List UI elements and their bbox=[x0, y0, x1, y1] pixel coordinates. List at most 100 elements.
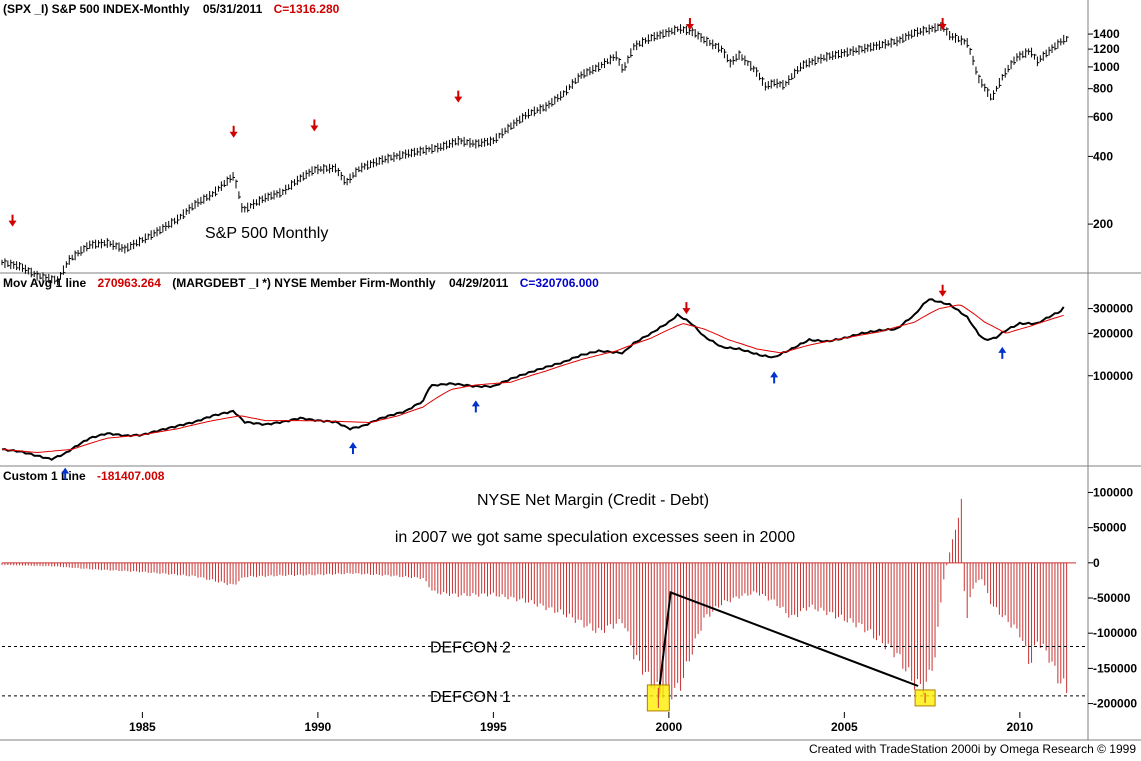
y-tick-label: 100000 bbox=[1093, 485, 1133, 499]
price-bar bbox=[612, 54, 616, 62]
price-bar bbox=[408, 149, 411, 158]
price-bar bbox=[1033, 53, 1037, 60]
price-bar bbox=[446, 140, 449, 150]
price-bar bbox=[835, 50, 838, 59]
price-bar bbox=[481, 138, 484, 148]
price-bar bbox=[934, 23, 938, 33]
price-bar bbox=[130, 242, 133, 250]
price-bar bbox=[919, 28, 923, 35]
price-bar bbox=[156, 227, 160, 237]
moving-average-line bbox=[1, 304, 1064, 454]
price-bar bbox=[267, 192, 271, 202]
price-bar bbox=[773, 79, 777, 87]
sell-signal-arrow bbox=[310, 119, 319, 132]
price-bar bbox=[759, 72, 762, 81]
price-bar bbox=[372, 158, 376, 168]
price-bar bbox=[7, 260, 10, 268]
price-bar bbox=[905, 32, 908, 42]
price-bar bbox=[729, 58, 733, 68]
plot-background bbox=[0, 0, 1141, 740]
price-bar bbox=[715, 42, 718, 49]
y-tick-label: 300000 bbox=[1093, 302, 1133, 316]
price-bar bbox=[712, 39, 715, 50]
price-bar bbox=[697, 31, 701, 40]
price-bar bbox=[334, 163, 338, 173]
price-bar bbox=[963, 38, 967, 45]
price-bar bbox=[764, 82, 768, 91]
price-bar bbox=[19, 262, 22, 271]
price-bar bbox=[805, 59, 809, 68]
price-bar bbox=[677, 26, 680, 32]
price-bar bbox=[703, 36, 706, 44]
price-bar bbox=[592, 65, 595, 75]
price-bar bbox=[302, 172, 306, 181]
price-bar bbox=[1, 259, 4, 266]
price-bar bbox=[791, 73, 794, 81]
price-bar bbox=[299, 174, 303, 183]
price-bar bbox=[873, 42, 876, 51]
price-bar bbox=[495, 133, 499, 144]
price-bar bbox=[282, 188, 285, 196]
price-bar bbox=[744, 55, 747, 66]
price-bar bbox=[276, 190, 279, 198]
price-bar bbox=[431, 144, 434, 154]
net-margin-bars bbox=[1, 498, 1076, 700]
price-bar bbox=[680, 24, 683, 34]
y-tick-label: 800 bbox=[1093, 82, 1113, 96]
price-bar bbox=[273, 190, 277, 200]
price-bar bbox=[472, 139, 475, 147]
price-bar bbox=[384, 155, 388, 163]
price-bar bbox=[314, 166, 317, 173]
panel1-symbol: (SPX _I) S&P 500 INDEX-Monthly bbox=[3, 2, 190, 16]
price-bar bbox=[855, 47, 859, 54]
price-bar bbox=[925, 27, 929, 33]
price-bar bbox=[165, 222, 168, 231]
price-bar bbox=[109, 241, 113, 247]
y-tick-label: 200000 bbox=[1093, 326, 1133, 340]
margin-debt-lines bbox=[1, 298, 1065, 461]
price-bar bbox=[217, 185, 221, 192]
price-bar bbox=[422, 147, 426, 154]
price-bar bbox=[1016, 53, 1019, 62]
price-bar bbox=[870, 42, 873, 52]
price-bar bbox=[203, 194, 206, 204]
price-bar bbox=[478, 139, 481, 148]
price-bar bbox=[10, 259, 13, 270]
price-bar bbox=[770, 79, 774, 89]
price-bar bbox=[881, 40, 885, 49]
price-bar bbox=[24, 264, 28, 274]
price-bar bbox=[27, 267, 31, 275]
price-bar bbox=[92, 240, 95, 249]
price-bar bbox=[337, 167, 341, 177]
price-bar bbox=[16, 261, 19, 271]
price-bar bbox=[168, 220, 171, 229]
price-bar bbox=[1045, 49, 1049, 58]
panel-frames bbox=[0, 0, 1141, 741]
panel2-close: C=320706.000 bbox=[520, 276, 599, 290]
price-bar bbox=[238, 191, 241, 199]
price-bar bbox=[753, 65, 756, 73]
price-bar bbox=[244, 205, 247, 213]
price-bar bbox=[475, 139, 478, 149]
price-bar bbox=[709, 39, 712, 46]
price-bar bbox=[241, 203, 244, 213]
price-bar bbox=[4, 258, 7, 269]
price-bar bbox=[229, 174, 233, 183]
price-bar bbox=[346, 177, 350, 186]
price-bar bbox=[147, 233, 151, 240]
price-bar bbox=[501, 128, 505, 139]
price-bar bbox=[305, 170, 309, 179]
price-bar bbox=[522, 113, 525, 123]
price-bar bbox=[966, 38, 970, 48]
price-bar bbox=[533, 106, 537, 117]
price-bar bbox=[106, 238, 110, 248]
price-bar bbox=[849, 48, 853, 55]
price-bar bbox=[250, 202, 253, 209]
price-bar bbox=[539, 104, 543, 114]
price-bar bbox=[565, 85, 569, 96]
price-bar bbox=[814, 55, 818, 66]
axis-labels: 1985 1990 1995 2000 2005 2010 200 400 600 800 1000… bbox=[129, 27, 1137, 734]
price-bar bbox=[802, 60, 806, 70]
price-bar bbox=[410, 148, 414, 158]
